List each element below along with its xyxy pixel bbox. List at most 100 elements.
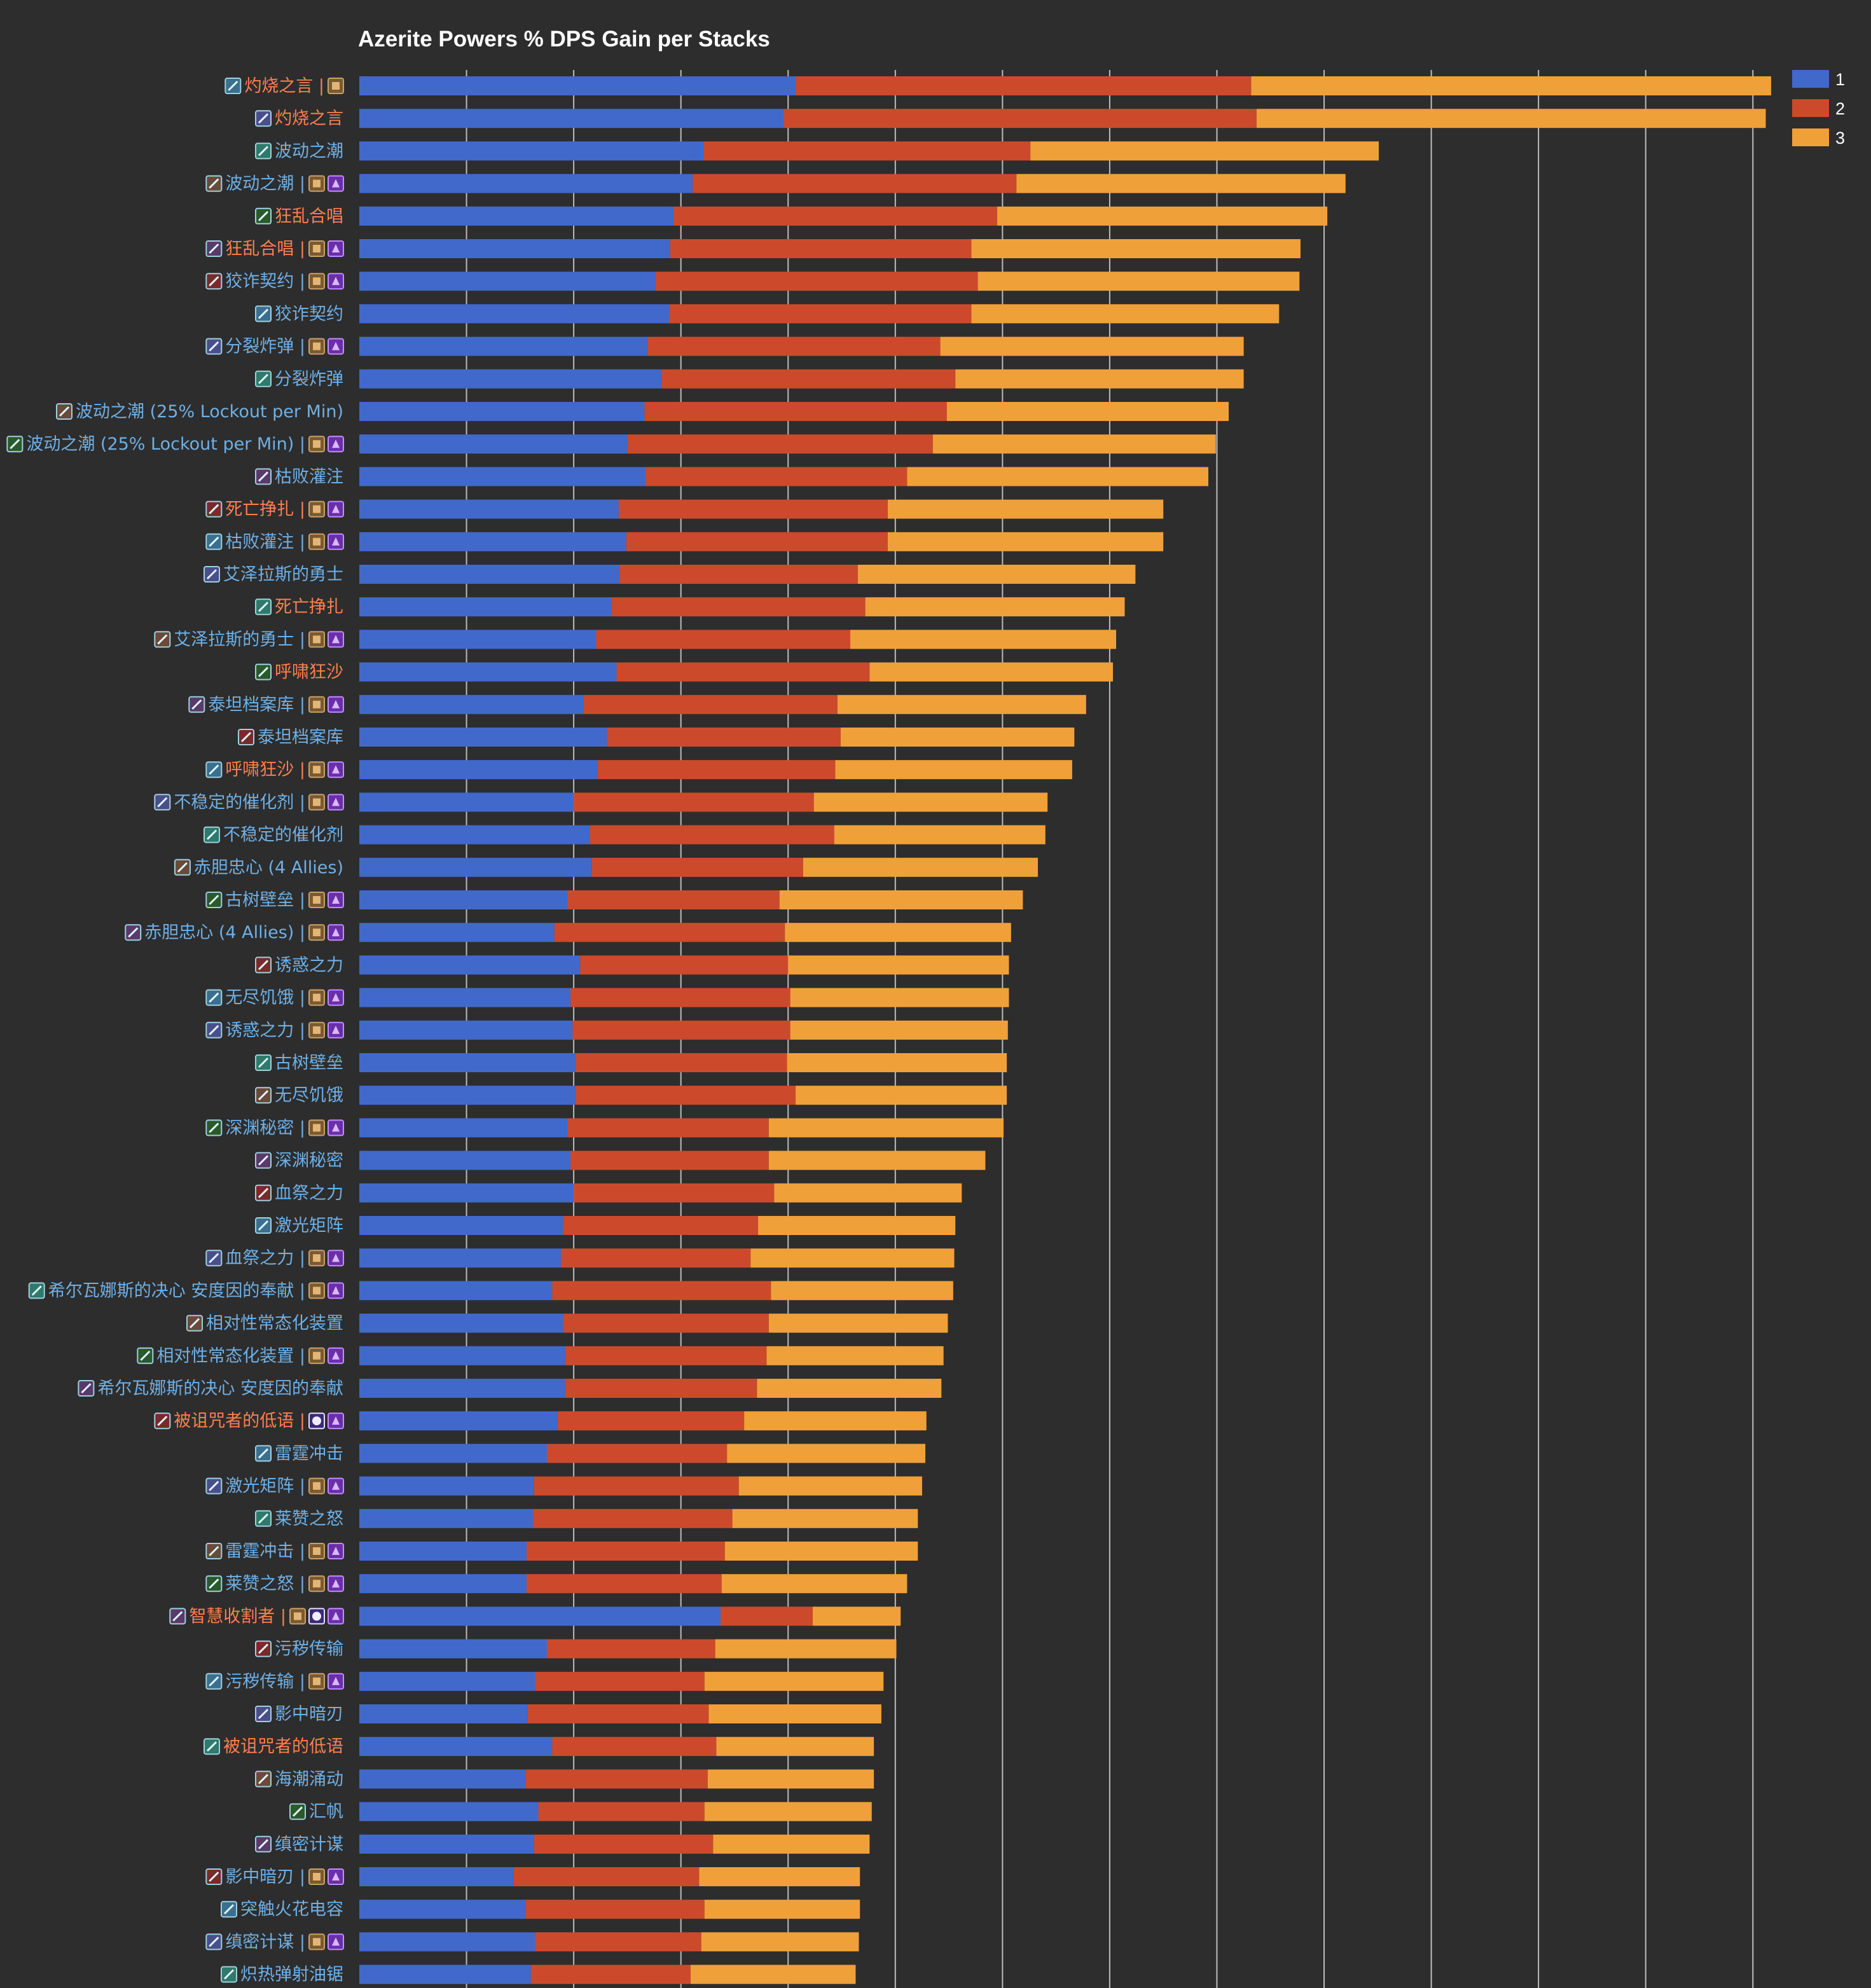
bar-row bbox=[359, 1379, 942, 1398]
bar-row bbox=[359, 336, 1244, 356]
category-label: 血祭之力 bbox=[275, 1184, 343, 1203]
bar-segment-1 bbox=[359, 1900, 526, 1919]
bar-segment-3 bbox=[940, 336, 1244, 356]
bronze-essence-icon bbox=[308, 533, 325, 550]
legend-swatch bbox=[1792, 70, 1829, 88]
bar-row bbox=[359, 109, 1766, 128]
bar-row bbox=[359, 1281, 953, 1301]
category-label: 影中暗刃 bbox=[275, 1704, 343, 1724]
category-label: 污秽传输 bbox=[275, 1639, 343, 1659]
orb-essence-icon bbox=[308, 1608, 325, 1625]
category-label: 被诅咒者的低语 | bbox=[174, 1411, 305, 1431]
category-label: 波动之潮 bbox=[275, 141, 343, 161]
category-label: 影中暗刃 | bbox=[225, 1867, 305, 1887]
spell-icon bbox=[255, 1445, 272, 1462]
bar-segment-2 bbox=[627, 434, 933, 454]
bronze-essence-icon bbox=[308, 1021, 325, 1039]
bar-segment-2 bbox=[533, 1508, 733, 1528]
spell-icon bbox=[255, 956, 272, 974]
bar-segment-3 bbox=[779, 890, 1023, 909]
bar-segment-2 bbox=[574, 792, 814, 812]
category-label: 艾泽拉斯的勇士 bbox=[223, 565, 343, 584]
bronze-essence-icon bbox=[308, 1119, 325, 1136]
bar-segment-2 bbox=[525, 1769, 708, 1789]
bronze-essence-icon bbox=[308, 436, 325, 453]
category-label: 古树壁垒 | bbox=[225, 890, 305, 910]
spell-icon bbox=[255, 1184, 272, 1201]
bar-segment-2 bbox=[590, 825, 834, 845]
bar-row bbox=[359, 630, 1117, 649]
category-label: 波动之潮 (25% Lockout per Min) bbox=[76, 402, 343, 422]
bar-row bbox=[359, 239, 1301, 258]
bar-segment-1 bbox=[359, 467, 646, 487]
category-label: 波动之潮 (25% Lockout per Min) | bbox=[26, 434, 305, 454]
bar-segment-3 bbox=[750, 1248, 955, 1268]
purple-essence-icon bbox=[328, 273, 344, 290]
bar-segment-2 bbox=[647, 336, 941, 356]
bar-row bbox=[359, 597, 1125, 617]
bar-segment-2 bbox=[618, 499, 888, 519]
legend-item: 1 bbox=[1792, 70, 1845, 89]
bar-segment-1 bbox=[359, 1606, 721, 1626]
bar-segment-1 bbox=[359, 1476, 534, 1496]
spell-icon bbox=[255, 1706, 272, 1722]
bar-segment-3 bbox=[757, 1379, 942, 1398]
bronze-essence-icon bbox=[308, 1477, 325, 1494]
purple-essence-icon bbox=[328, 175, 344, 192]
spell-icon bbox=[125, 924, 142, 941]
bar-segment-3 bbox=[869, 662, 1113, 682]
bar-segment-2 bbox=[597, 760, 836, 780]
bar-row bbox=[359, 1086, 1007, 1105]
bar-segment-3 bbox=[932, 434, 1216, 454]
category-label: 死亡挣扎 bbox=[275, 597, 343, 617]
bar-segment-2 bbox=[565, 1379, 757, 1398]
spell-icon bbox=[255, 1510, 272, 1527]
spell-icon bbox=[154, 794, 171, 811]
spell-icon bbox=[205, 1868, 223, 1885]
bar-segment-1 bbox=[359, 1834, 534, 1854]
spell-icon bbox=[205, 1021, 223, 1039]
spell-icon bbox=[255, 110, 272, 127]
bar-segment-2 bbox=[530, 1964, 691, 1984]
spell-icon bbox=[255, 1771, 272, 1788]
bar-segment-1 bbox=[359, 1411, 558, 1431]
bar-segment-3 bbox=[971, 304, 1280, 324]
category-label: 无尽饥饿 bbox=[275, 1086, 343, 1105]
bar-row bbox=[359, 792, 1048, 812]
bar-segment-2 bbox=[526, 1542, 725, 1561]
category-label: 相对性常态化装置 bbox=[206, 1314, 343, 1334]
bar-segment-3 bbox=[758, 1216, 956, 1235]
spell-icon bbox=[205, 1543, 223, 1559]
category-label: 艾泽拉斯的勇士 | bbox=[174, 630, 305, 649]
legend-label: 1 bbox=[1835, 70, 1845, 89]
bar-segment-3 bbox=[727, 1444, 925, 1463]
bar-segment-2 bbox=[591, 857, 803, 877]
bar-segment-1 bbox=[359, 857, 592, 877]
purple-essence-icon bbox=[328, 794, 344, 811]
bar-segment-3 bbox=[774, 1183, 962, 1203]
bar-segment-1 bbox=[359, 206, 673, 226]
bar-segment-3 bbox=[1256, 109, 1766, 128]
category-label: 深渊秘密 bbox=[275, 1151, 343, 1171]
bar-segment-3 bbox=[715, 1639, 897, 1659]
spell-icon bbox=[255, 305, 272, 322]
category-label: 枯败灌注 | bbox=[225, 532, 305, 552]
category-label: 血祭之力 | bbox=[225, 1248, 305, 1268]
bar-row bbox=[359, 1476, 922, 1496]
bar-row bbox=[359, 1313, 948, 1333]
purple-essence-icon bbox=[328, 1347, 344, 1364]
bronze-essence-icon bbox=[308, 696, 325, 713]
bar-segment-3 bbox=[790, 1020, 1008, 1040]
bar-segment-3 bbox=[907, 467, 1208, 487]
bar-segment-2 bbox=[611, 597, 866, 617]
spell-icon bbox=[169, 1608, 186, 1625]
bar-segment-2 bbox=[534, 1834, 714, 1854]
category-label: 深渊秘密 | bbox=[225, 1118, 305, 1138]
bar-row bbox=[359, 923, 1011, 942]
category-label: 被诅咒者的低语 bbox=[223, 1737, 343, 1757]
bar-segment-2 bbox=[546, 1639, 715, 1659]
bar-segment-3 bbox=[977, 272, 1300, 291]
bar-segment-3 bbox=[724, 1542, 918, 1561]
bar-segment-1 bbox=[359, 792, 574, 812]
spell-icon bbox=[205, 892, 223, 908]
